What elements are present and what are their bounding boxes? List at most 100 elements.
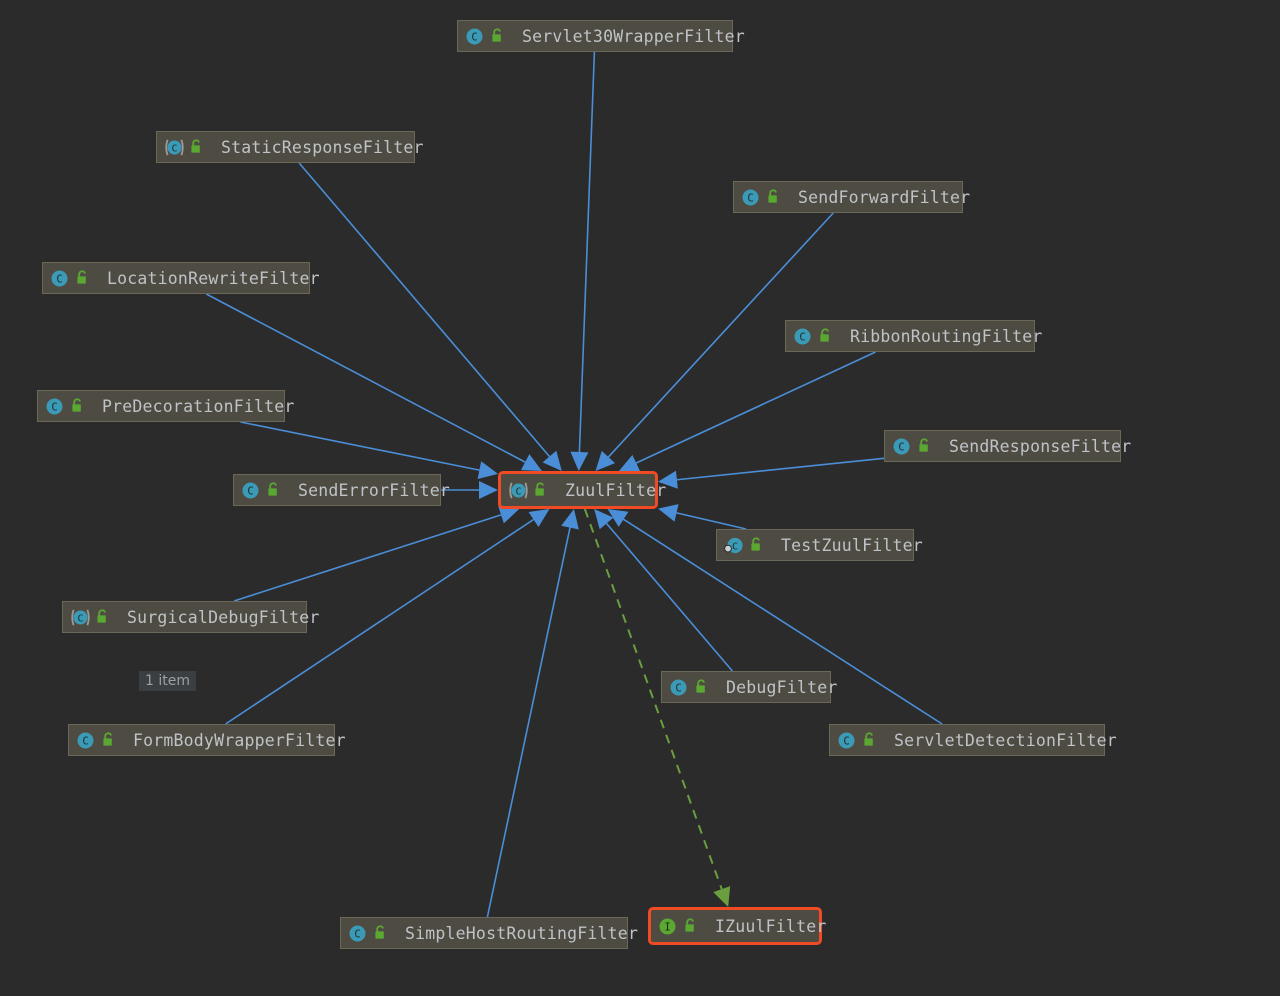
arrowhead-inheritance [542,450,562,471]
arrowhead-inheritance [594,509,614,530]
edge-inheritance-surgicaldebugfilter-to-zuulfilter [233,514,502,602]
arrowhead-implementation [713,886,731,907]
class-icon: C [76,731,95,750]
svg-text:C: C [171,143,177,154]
item-count-hint: 1 item [139,671,196,691]
class-node-locationrewritefilter[interactable]: C LocationRewriteFilter [42,262,320,294]
class-node-label: SurgicalDebugFilter [127,607,320,627]
class-node-label: TestZuulFilter [781,535,923,555]
class-node-label: ServletDetectionFilter [894,730,1117,750]
class-node-label: SendErrorFilter [298,480,451,500]
class-node-surgicaldebugfilter[interactable]: C SurgicalDebugFilter [62,601,319,633]
class-icon: C [741,188,760,207]
svg-text:C: C [471,31,477,43]
svg-text:C: C [799,331,805,343]
class-node-simplehostroutingfilter[interactable]: C SimpleHostRoutingFilter [340,917,638,949]
svg-text:C: C [56,273,62,285]
class-node-servlet30wrapperfilter[interactable]: C Servlet30WrapperFilter [457,20,745,52]
unlock-icon [917,438,932,454]
edge-inheritance-staticresponsefilter-to-zuulfilter [298,162,551,458]
abstract-class-icon: C [70,608,90,627]
unlock-icon [266,482,281,498]
class-node-label: PreDecorationFilter [102,396,295,416]
unlock-icon [101,732,116,748]
edge-inheritance-predecorationfilter-to-zuulfilter [240,421,480,471]
class-node-label: SendForwardFilter [798,187,971,207]
svg-text:I: I [664,921,670,933]
svg-text:C: C [51,401,57,413]
class-icon: C [892,437,911,456]
svg-text:C: C [354,928,360,940]
class-icon: C [465,27,484,46]
class-node-label: LocationRewriteFilter [107,268,320,288]
arrowhead-inheritance [658,504,679,522]
edge-inheritance-locationrewritefilter-to-zuulfilter [205,293,526,463]
class-node-label: SendResponseFilter [949,436,1132,456]
arrowhead-inheritance [595,450,616,471]
svg-text:C: C [675,682,681,694]
interface-icon: I [658,917,677,936]
class-node-debugfilter[interactable]: C DebugFilter [661,671,837,703]
arrowhead-inheritance [618,454,640,472]
class-node-senderrorfilter[interactable]: C SendErrorFilter [233,474,450,506]
svg-text:C: C [247,485,253,497]
class-node-label: IZuulFilter [715,916,827,936]
unlock-icon [694,679,709,695]
unlock-icon [862,732,877,748]
unlock-icon [75,270,90,286]
test-class-icon: C [724,536,743,555]
svg-text:C: C [843,735,849,747]
class-node-label: Servlet30WrapperFilter [522,26,745,46]
class-node-label: SimpleHostRoutingFilter [405,923,639,943]
class-icon: C [837,731,856,750]
class-node-label: ZuulFilter [565,480,667,500]
class-node-sendresponsefilter[interactable]: C SendResponseFilter [884,430,1131,462]
edge-inheritance-sendresponsefilter-to-zuulfilter [676,457,885,481]
unlock-icon [189,139,204,155]
arrowhead-inheritance [477,461,498,479]
unlock-icon [373,925,388,941]
unlock-icon [95,609,110,625]
edge-inheritance-testzuulfilter-to-zuulfilter [676,512,747,530]
class-node-label: StaticResponseFilter [221,137,424,157]
arrowhead-inheritance [520,454,542,471]
class-icon: C [45,397,64,416]
unlock-icon [766,189,781,205]
arrowhead-inheritance [479,481,498,499]
class-node-label: DebugFilter [726,677,838,697]
class-node-staticresponsefilter[interactable]: C StaticResponseFilter [156,131,423,163]
class-icon: C [241,481,260,500]
unlock-icon [683,918,698,934]
class-node-servletdetectionfilter[interactable]: C ServletDetectionFilter [829,724,1117,756]
arrowhead-inheritance [561,509,579,530]
class-icon: C [348,924,367,943]
class-node-sendforwardfilter[interactable]: C SendForwardFilter [733,181,970,213]
arrowhead-inheritance [528,509,550,528]
class-node-ribbonroutingfilter[interactable]: C RibbonRoutingFilter [785,320,1042,352]
class-icon: C [50,269,69,288]
svg-text:C: C [82,735,88,747]
edge-inheritance-ribbonroutingfilter-to-zuulfilter [635,351,876,464]
edge-inheritance-simplehostroutingfilter-to-zuulfilter [486,527,571,918]
unlock-icon [533,482,548,498]
class-node-label: RibbonRoutingFilter [850,326,1043,346]
class-node-formbodywrapperfilter[interactable]: C FormBodyWrapperFilter [68,724,346,756]
svg-text:C: C [732,541,738,552]
class-node-izuulfilter[interactable]: I IZuulFilter [648,907,826,945]
unlock-icon [818,328,833,344]
edge-inheritance-servlet30wrapperfilter-to-zuulfilter [578,51,596,453]
edge-inheritance-debugfilter-to-zuulfilter [605,522,733,672]
unlock-icon [70,398,85,414]
class-node-zuulfilter[interactable]: C ZuulFilter [498,471,666,509]
arrowhead-inheritance [570,451,589,471]
abstract-class-icon: C [164,138,184,157]
class-icon: C [793,327,812,346]
class-node-predecorationfilter[interactable]: C PreDecorationFilter [37,390,294,422]
svg-text:C: C [77,613,83,624]
class-icon: C [669,678,688,697]
class-node-testzuulfilter[interactable]: C TestZuulFilter [716,529,923,561]
unlock-icon [490,28,505,44]
svg-text:C: C [515,486,521,497]
abstract-class-icon: C [508,481,528,500]
